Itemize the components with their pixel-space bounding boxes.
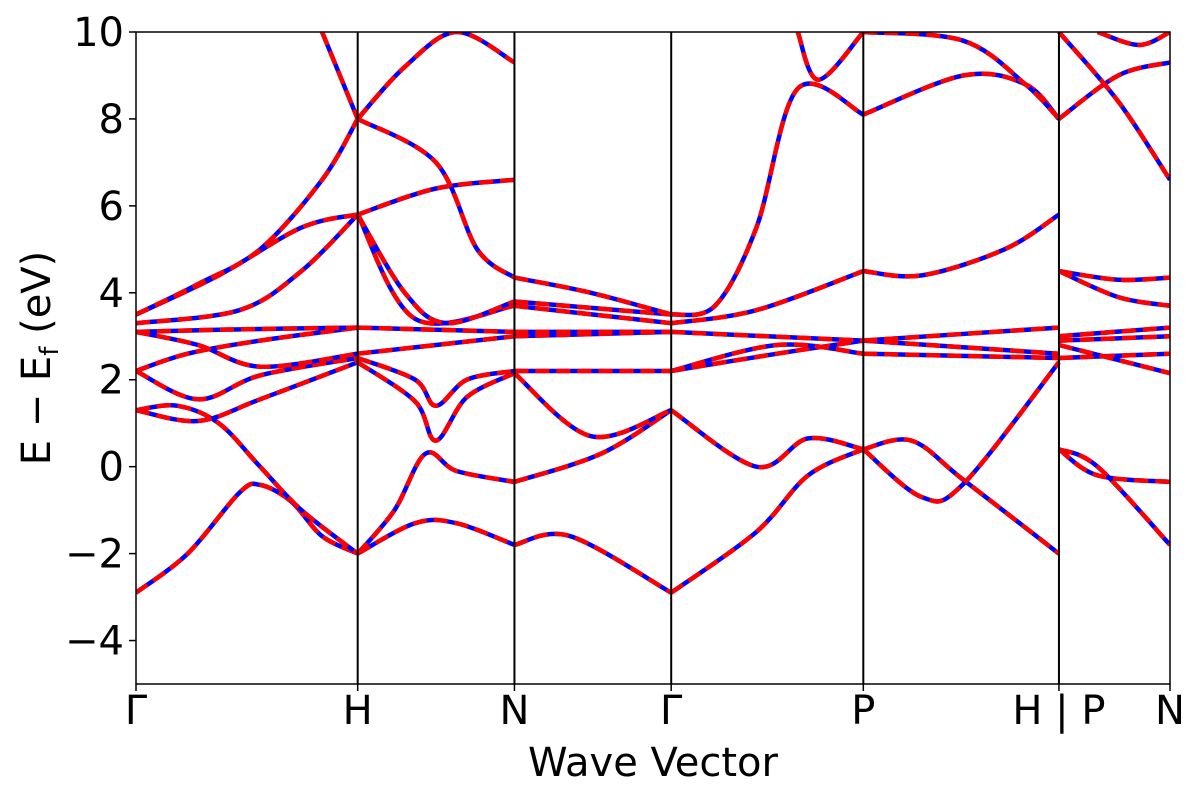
band-line-solid-17	[355, 213, 515, 326]
band-line-solid-9	[136, 117, 360, 317]
band-line-solid-54	[1057, 269, 1170, 309]
band-line-dashed-50	[1058, 342, 1170, 376]
band-line-dashed-23	[513, 408, 673, 485]
band-line-dashed-49	[1058, 351, 1170, 361]
y-axis-label-sub: f	[35, 346, 65, 356]
y-tick-label: 0	[99, 445, 124, 491]
y-tick-label: −4	[65, 619, 124, 665]
band-line-dashed-19	[356, 177, 515, 217]
x-tick-label: Γ	[660, 688, 683, 734]
high-symmetry-lines	[356, 32, 1060, 684]
band-line-solid-45	[862, 71, 1061, 121]
band-line-dashed-35	[671, 329, 864, 343]
band-line-dashed-41	[863, 351, 1059, 361]
x-tick-label: H	[343, 688, 373, 734]
y-axis-label: E − Ef (eV)	[14, 251, 65, 466]
band-line-dashed-1	[136, 403, 360, 556]
y-axis-ticks: −4 −2 0 2 4 6 8 10	[65, 10, 136, 665]
band-line-dashed-28	[514, 303, 672, 326]
band-line-dashed-22	[513, 531, 673, 595]
band-line-dashed-47	[1057, 447, 1170, 547]
band-line-solid-22	[513, 531, 673, 595]
y-tick-label: 6	[99, 184, 124, 230]
band-line-dashed-0	[136, 481, 359, 595]
band-line-dashed-4	[136, 325, 358, 374]
band-line-solid-31	[669, 447, 865, 595]
band-line-dashed-16	[357, 325, 515, 335]
x-tick-label: H | P	[1012, 688, 1105, 734]
y-axis-label-main: E − E	[14, 356, 60, 466]
band-line-dashed-31	[669, 447, 865, 595]
band-line-dashed-40	[861, 360, 1061, 504]
band-line-solid-19	[356, 177, 515, 217]
band-line-dashed-21	[356, 32, 516, 121]
y-tick-label: 8	[99, 97, 124, 143]
band-line-dashed-45	[862, 71, 1061, 121]
band-line-dashed-46	[863, 32, 1061, 121]
band-line-dashed-3	[136, 355, 359, 402]
y-tick-label: 4	[99, 271, 124, 317]
y-axis-label-unit: (eV)	[14, 251, 60, 347]
band-line-dashed-10	[320, 32, 360, 120]
plot-frame	[135, 31, 1171, 685]
band-line-dashed-14	[356, 355, 515, 409]
band-line-dashed-6	[136, 325, 358, 335]
band-line-dashed-18	[355, 213, 516, 326]
band-lines	[136, 32, 1170, 595]
x-tick-label: Γ	[125, 688, 148, 734]
x-axis-ticks: Γ H N Γ P H | P N	[125, 684, 1185, 734]
band-line-dashed-15	[357, 334, 515, 356]
band-line-dashed-34	[670, 342, 864, 374]
band-line-dashed-5	[136, 329, 358, 369]
band-line-dashed-42	[863, 338, 1060, 356]
band-line-dashed-33	[670, 338, 864, 374]
band-line-dashed-48	[1057, 447, 1170, 485]
x-axis-label: Wave Vector	[528, 740, 779, 786]
band-line-solid-30	[513, 275, 672, 317]
y-tick-label: 2	[99, 358, 124, 404]
band-line-dashed-43	[863, 325, 1060, 343]
band-line-dashed-26	[514, 329, 672, 339]
band-line-dashed-32	[669, 408, 864, 470]
band-line-dashed-7	[136, 213, 360, 326]
band-line-dashed-24	[512, 371, 673, 440]
band-line-dashed-39	[862, 437, 1061, 556]
band-line-dashed-9	[136, 117, 360, 317]
band-line-dashed-29	[514, 299, 672, 317]
band-line-dashed-57	[1096, 32, 1170, 48]
x-tick-label: P	[851, 688, 875, 734]
band-line-dashed-2	[136, 360, 359, 424]
band-line-dashed-44	[863, 212, 1061, 279]
band-line-dashed-38	[795, 32, 865, 83]
band-line-dashed-56	[1057, 32, 1170, 182]
band-line-solid-55	[1057, 60, 1170, 121]
band-line-solid-39	[862, 437, 1061, 556]
band-line-dashed-53	[1058, 268, 1170, 283]
band-line-dashed-55	[1057, 60, 1170, 121]
band-line-dashed-11	[356, 517, 516, 556]
x-tick-label: N	[1155, 688, 1185, 734]
band-line-dashed-36	[670, 268, 865, 326]
x-tick-label: N	[499, 688, 529, 734]
band-line-dashed-54	[1057, 269, 1170, 309]
band-line-dashed-52	[1058, 325, 1170, 339]
band-line-dashed-37	[670, 81, 865, 318]
band-line-solid-44	[863, 212, 1061, 279]
band-line-dashed-51	[1058, 334, 1170, 343]
band-line-dashed-13	[356, 360, 516, 443]
y-tick-label: 10	[73, 10, 124, 56]
band-line-dashed-20	[356, 116, 516, 280]
band-line-dashed-12	[355, 450, 515, 556]
y-tick-label: −2	[65, 532, 124, 578]
